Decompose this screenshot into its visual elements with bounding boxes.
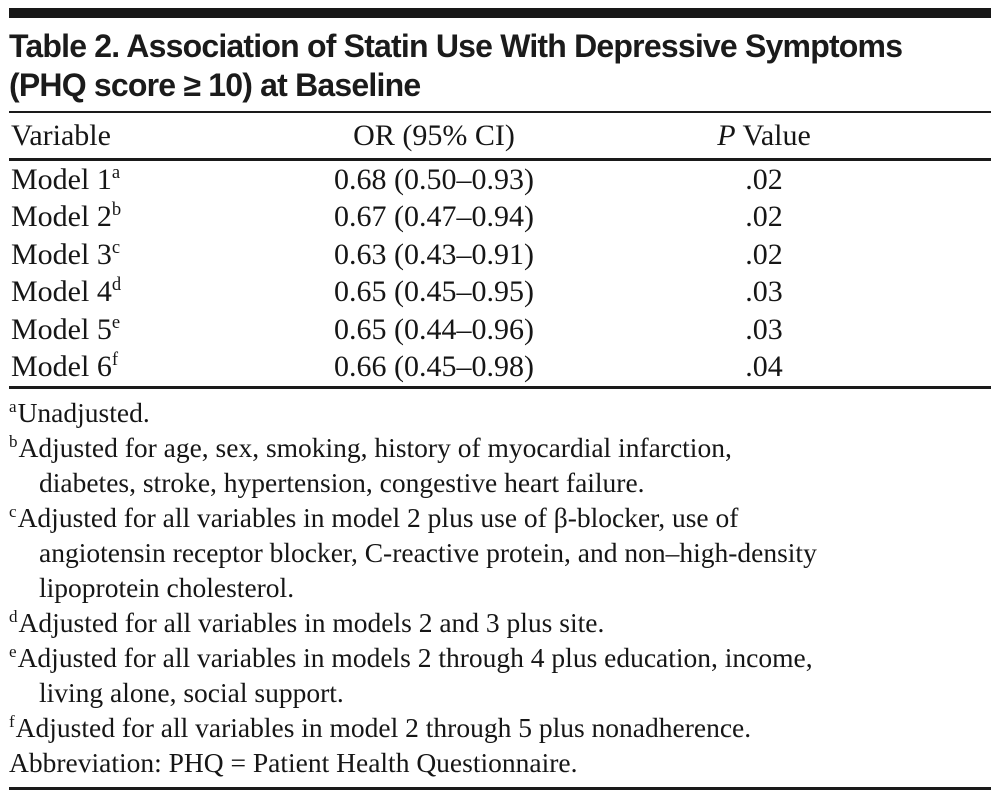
table-row: Model 3c 0.63 (0.43–0.91) .02 <box>9 236 991 274</box>
footnote-c-continuation: angiotensin receptor blocker, C-reactive… <box>39 537 817 568</box>
p-value-cell: .03 <box>745 275 783 309</box>
p-value-cell: .02 <box>745 162 783 196</box>
footnote-e: eAdjusted for all variables in models 2 … <box>9 641 813 673</box>
footnote-marker: b <box>111 199 122 221</box>
p-value-cell: .03 <box>745 312 783 346</box>
footnote-marker: a <box>111 161 121 183</box>
table-row: Model 6f 0.66 (0.45–0.98) .04 <box>9 349 991 387</box>
header-variable: Variable <box>11 118 111 152</box>
header-p-italic: P <box>717 118 736 152</box>
table-row: Model 4d 0.65 (0.45–0.95) .03 <box>9 274 991 312</box>
footnote-marker: f <box>111 349 119 371</box>
paper-table-page: Table 2. Association of Statin Use With … <box>9 8 991 790</box>
footnote-d-marker: d <box>9 606 18 626</box>
p-value-cell: .04 <box>745 350 783 384</box>
footnote-f-marker: f <box>9 711 15 731</box>
or-cell: 0.65 (0.44–0.96) <box>334 312 534 346</box>
footnote-c: cAdjusted for all variables in model 2 p… <box>9 501 739 533</box>
footnote-marker: d <box>111 274 122 296</box>
table-header-row: Variable OR (95% CI) P Value <box>9 113 991 158</box>
footnotes-block: aUnadjusted. bAdjusted for age, sex, smo… <box>9 395 991 780</box>
variable-cell: Model 2b <box>11 199 122 234</box>
footnote-b-continuation: diabetes, stroke, hypertension, congesti… <box>39 467 645 498</box>
rule-bottom <box>9 787 991 790</box>
table-row: Model 5e 0.65 (0.44–0.96) .03 <box>9 311 991 349</box>
footnote-d: dAdjusted for all variables in models 2 … <box>9 606 605 638</box>
variable-cell: Model 5e <box>11 311 121 346</box>
header-p-value: P Value <box>584 119 944 153</box>
or-cell: 0.63 (0.43–0.91) <box>334 237 534 271</box>
footnote-f: fAdjusted for all variables in model 2 t… <box>9 711 752 743</box>
abbreviation-line: Abbreviation: PHQ = Patient Health Quest… <box>9 747 578 778</box>
rule-under-header <box>9 158 991 161</box>
table-title-line-1: Table 2. Association of Statin Use With … <box>9 28 903 64</box>
table-row: Model 1a 0.68 (0.50–0.93) .02 <box>9 161 991 199</box>
footnote-e-continuation: living alone, social support. <box>39 677 344 708</box>
footnote-marker: e <box>111 311 121 333</box>
header-p-rest: Value <box>742 118 811 152</box>
or-cell: 0.67 (0.47–0.94) <box>334 200 534 234</box>
or-cell: 0.66 (0.45–0.98) <box>334 350 534 384</box>
header-or-ci: OR (95% CI) <box>353 118 515 152</box>
table-row: Model 2b 0.67 (0.47–0.94) .02 <box>9 199 991 237</box>
variable-cell: Model 3c <box>11 236 121 271</box>
table-body: Model 1a 0.68 (0.50–0.93) .02 Model 2b 0… <box>9 161 991 386</box>
footnote-a: aUnadjusted. <box>9 396 150 428</box>
top-black-bar <box>9 8 991 18</box>
footnote-b-marker: b <box>9 431 18 451</box>
variable-cell: Model 4d <box>11 274 122 309</box>
footnote-e-marker: e <box>9 641 17 661</box>
footnote-a-marker: a <box>9 396 17 416</box>
rule-under-title <box>9 111 991 113</box>
variable-cell: Model 1a <box>11 161 121 196</box>
footnote-marker: c <box>111 236 121 258</box>
footnote-c-continuation: lipoprotein cholesterol. <box>39 572 295 603</box>
or-cell: 0.68 (0.50–0.93) <box>334 162 534 196</box>
p-value-cell: .02 <box>745 200 783 234</box>
footnote-c-marker: c <box>9 501 17 521</box>
p-value-cell: .02 <box>745 237 783 271</box>
variable-cell: Model 6f <box>11 349 119 384</box>
table-title: Table 2. Association of Statin Use With … <box>9 27 991 105</box>
footnote-b: bAdjusted for age, sex, smoking, history… <box>9 431 732 463</box>
or-cell: 0.65 (0.45–0.95) <box>334 275 534 309</box>
rule-under-body <box>9 386 991 389</box>
table-title-line-2: (PHQ score ≥ 10) at Baseline <box>9 67 421 103</box>
